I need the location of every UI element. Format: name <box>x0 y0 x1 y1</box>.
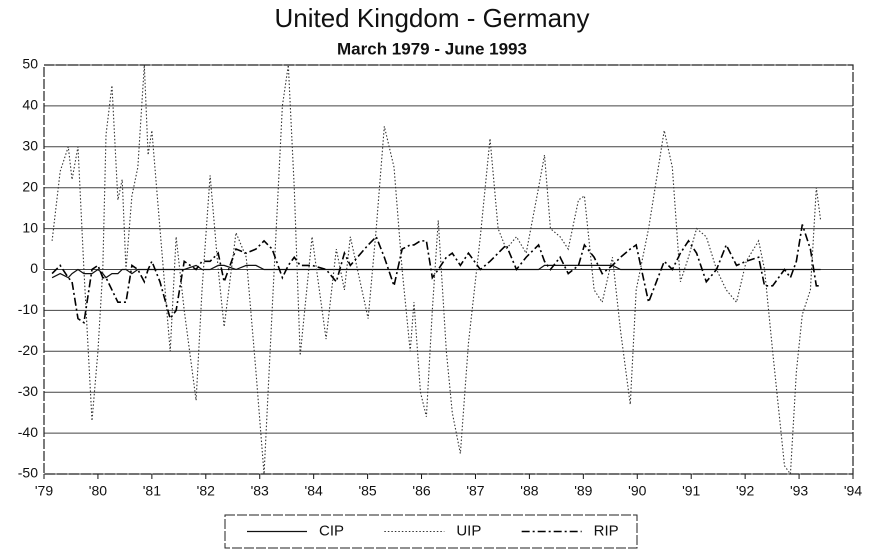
y-tick-label: 10 <box>22 219 38 235</box>
x-tick-label: '89 <box>574 483 592 499</box>
chart-subtitle: March 1979 - June 1993 <box>337 39 527 58</box>
x-tick-label: '88 <box>520 483 538 499</box>
y-tick-label: -40 <box>18 424 38 440</box>
series-line <box>51 264 821 279</box>
x-tick-label: '86 <box>412 483 430 499</box>
legend-label: CIP <box>319 522 344 539</box>
y-tick-label: 0 <box>30 260 38 276</box>
x-tick-label: '87 <box>466 483 484 499</box>
y-tick-label: 30 <box>22 138 38 154</box>
x-tick-label: '84 <box>305 483 323 499</box>
x-tick-label: '92 <box>736 483 754 499</box>
y-tick-label: 20 <box>22 178 38 194</box>
legend-label: RIP <box>594 522 619 539</box>
y-tick-label: 40 <box>22 97 38 113</box>
x-tick-label: '81 <box>143 483 161 499</box>
x-tick-label: '93 <box>790 483 808 499</box>
x-tick-label: '90 <box>628 483 646 499</box>
y-tick-label: -10 <box>18 301 38 317</box>
chart-title: United Kingdom - Germany <box>274 3 589 33</box>
x-tick-label: '91 <box>682 483 700 499</box>
x-tick-label: '83 <box>251 483 269 499</box>
x-tick-label: '85 <box>358 483 376 499</box>
y-tick-label: -30 <box>18 383 38 399</box>
y-tick-label: -20 <box>18 342 38 358</box>
x-tick-label: '80 <box>89 483 107 499</box>
x-tick-label: '94 <box>844 483 862 499</box>
series-line <box>51 64 822 476</box>
x-tick-label: '82 <box>197 483 215 499</box>
x-tick-label: '79 <box>35 483 53 499</box>
plot-frame <box>43 64 854 475</box>
y-tick-label: 50 <box>22 56 38 72</box>
y-tick-label: -50 <box>18 465 38 481</box>
series-line <box>51 224 821 325</box>
legend-label: UIP <box>456 522 481 539</box>
